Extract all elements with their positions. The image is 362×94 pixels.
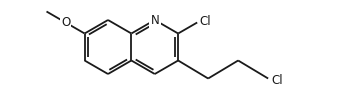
Text: O: O <box>61 16 70 29</box>
Text: Cl: Cl <box>199 15 211 28</box>
Text: N: N <box>150 14 159 27</box>
Text: Cl: Cl <box>271 74 283 87</box>
